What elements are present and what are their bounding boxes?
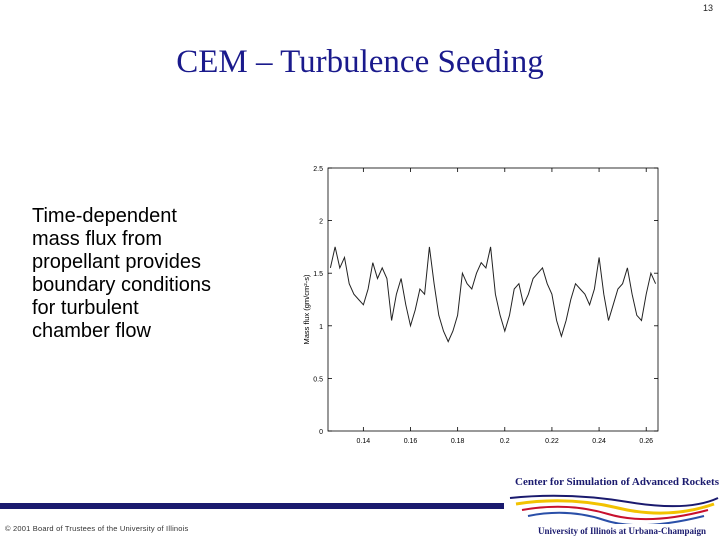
body-line: mass flux from <box>32 228 163 250</box>
slide-number: 13 <box>702 3 713 13</box>
y-axis-label: Mass flux (gm/cm²-s) <box>302 274 311 345</box>
body-line: chamber flow <box>32 320 151 342</box>
x-tick-label: 0.18 <box>451 438 465 445</box>
x-tick-label: 0.14 <box>357 438 371 445</box>
y-tick-label: 0 <box>319 429 323 436</box>
body-line: Time-dependent <box>32 205 177 227</box>
mass-flux-chart: 0 0.5 1 1.5 2 2.5 0.14 0.16 0.18 0.2 0.22 0.24 0.26 M… <box>302 166 659 445</box>
x-tick-label: 0.16 <box>404 438 418 445</box>
logo-center-name: Center for Simulation of Advanced Rocket… <box>515 476 720 488</box>
x-tick-label: 0.2 <box>500 438 510 445</box>
y-tick-label: 2 <box>319 219 323 226</box>
slide-title: CEM – Turbulence Seeding <box>176 44 544 80</box>
x-tick-label: 0.24 <box>592 438 606 445</box>
x-tick-label: 0.22 <box>545 438 559 445</box>
footer-bar <box>0 503 504 509</box>
x-tick-label: 0.26 <box>639 438 653 445</box>
body-text: Time-dependent mass flux from propellant… <box>32 205 282 343</box>
y-tick-label: 2.5 <box>313 166 323 173</box>
logo-university-name: University of Illinois at Urbana-Champai… <box>538 526 707 536</box>
y-tick-label: 1.5 <box>313 271 323 278</box>
copyright-notice: © 2001 Board of Trustees of the Universi… <box>5 524 189 533</box>
y-tick-label: 0.5 <box>313 376 323 383</box>
logo-swoosh-icon <box>509 494 719 524</box>
mass-flux-series-line <box>329 246 657 343</box>
body-line: boundary conditions <box>32 274 212 296</box>
plot-frame <box>327 167 659 432</box>
csar-logo: Center for Simulation of Advanced Rocket… <box>508 468 720 540</box>
body-line: propellant provides <box>32 251 201 273</box>
body-line: for turbulent <box>32 297 139 319</box>
y-tick-label: 1 <box>319 324 323 331</box>
